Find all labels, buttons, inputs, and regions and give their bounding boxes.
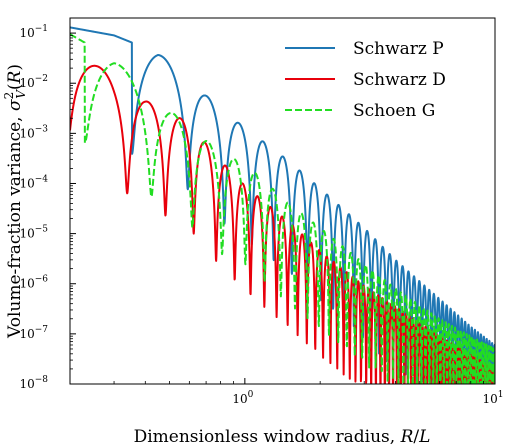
y-label-prefix: Volume-fraction variance, — [5, 111, 25, 339]
y-tick-exp: −4 — [35, 174, 49, 184]
legend-label: Schwarz D — [353, 70, 446, 90]
y-tick-exp: −5 — [35, 225, 49, 235]
y-tick-exp: −2 — [35, 74, 48, 84]
series-line-0 — [70, 26, 495, 384]
plot-frame — [69, 17, 496, 385]
y-tick-exp: −1 — [35, 24, 48, 34]
y-axis-label: Volume-fraction variance, σ2V(R) — [2, 64, 28, 339]
y-label-sup: 2 — [2, 92, 16, 100]
y-tick-exp: −3 — [35, 124, 49, 134]
x-label-prefix: Dimensionless window radius, — [134, 427, 401, 447]
x-tick-label: 100 — [232, 390, 253, 406]
legend-label: Schwarz P — [353, 39, 444, 59]
y-label-close: ) — [5, 64, 25, 71]
series-line-2 — [70, 33, 495, 384]
legend: Schwarz P Schwarz D Schoen G — [285, 39, 446, 121]
x-label-slash: / — [413, 427, 419, 447]
y-label-r: R — [5, 70, 25, 84]
x-label-math-l: L — [418, 427, 430, 447]
x-axis-label: Dimensionless window radius, R/L — [134, 427, 431, 447]
x-label-math: R — [400, 427, 414, 447]
y-label-sigma: σ — [5, 99, 25, 111]
series-layer — [70, 26, 495, 384]
y-tick-exp: −6 — [35, 275, 49, 285]
y-tick-exp: −7 — [35, 325, 49, 335]
y-tick-label: 10−1 — [19, 24, 48, 40]
legend-label: Schoen G — [353, 101, 435, 121]
x-tick-exp: 1 — [498, 390, 504, 400]
y-tick-exp: −8 — [35, 375, 49, 385]
x-tick-exp: 0 — [248, 390, 254, 400]
y-tick-label: 10−8 — [19, 375, 48, 391]
x-tick-label: 101 — [482, 390, 503, 406]
y-label-arg: ( — [5, 83, 25, 90]
y-label-sub: V — [14, 89, 28, 99]
